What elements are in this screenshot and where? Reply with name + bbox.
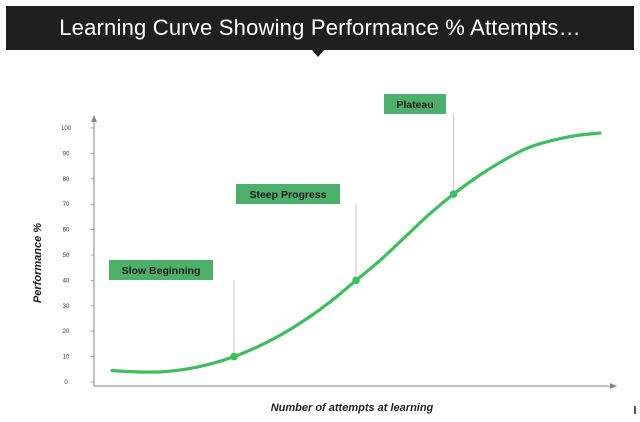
- title-banner: Learning Curve Showing Performance % Att…: [6, 6, 634, 50]
- y-tick-label: 20: [63, 329, 70, 335]
- y-tick-label: 30: [63, 304, 70, 310]
- y-tick-label: 80: [63, 177, 70, 183]
- x-axis-label: Number of attempts at learning: [271, 402, 434, 414]
- callout-label: Steep Progress: [249, 189, 326, 201]
- x-axis-arrow: [610, 383, 617, 389]
- y-tick-label: 100: [61, 126, 72, 132]
- y-tick-label: 40: [63, 278, 70, 284]
- callout-label: Slow Beginning: [122, 265, 201, 277]
- chart-title: Learning Curve Showing Performance % Att…: [59, 15, 581, 40]
- y-tick-label: 0: [64, 380, 68, 386]
- annotation-point: [449, 190, 458, 198]
- callout-label: Plateau: [396, 99, 433, 111]
- annotation-point: [230, 352, 238, 361]
- callout-box: [109, 260, 213, 280]
- y-tick-label: 50: [63, 253, 70, 259]
- y-axis-arrow: [91, 115, 97, 122]
- y-axis-label: Performance %: [32, 223, 44, 303]
- y-tick-label: 70: [63, 202, 70, 208]
- y-tick-label: 10: [63, 355, 70, 361]
- callout-box: [236, 184, 340, 204]
- callout-box: [384, 94, 446, 114]
- title-pointer: [312, 50, 324, 57]
- y-tick-label: 60: [63, 228, 70, 234]
- y-tick-label: 90: [63, 151, 70, 157]
- annotation-point: [352, 276, 360, 285]
- edge-mark: [634, 406, 636, 414]
